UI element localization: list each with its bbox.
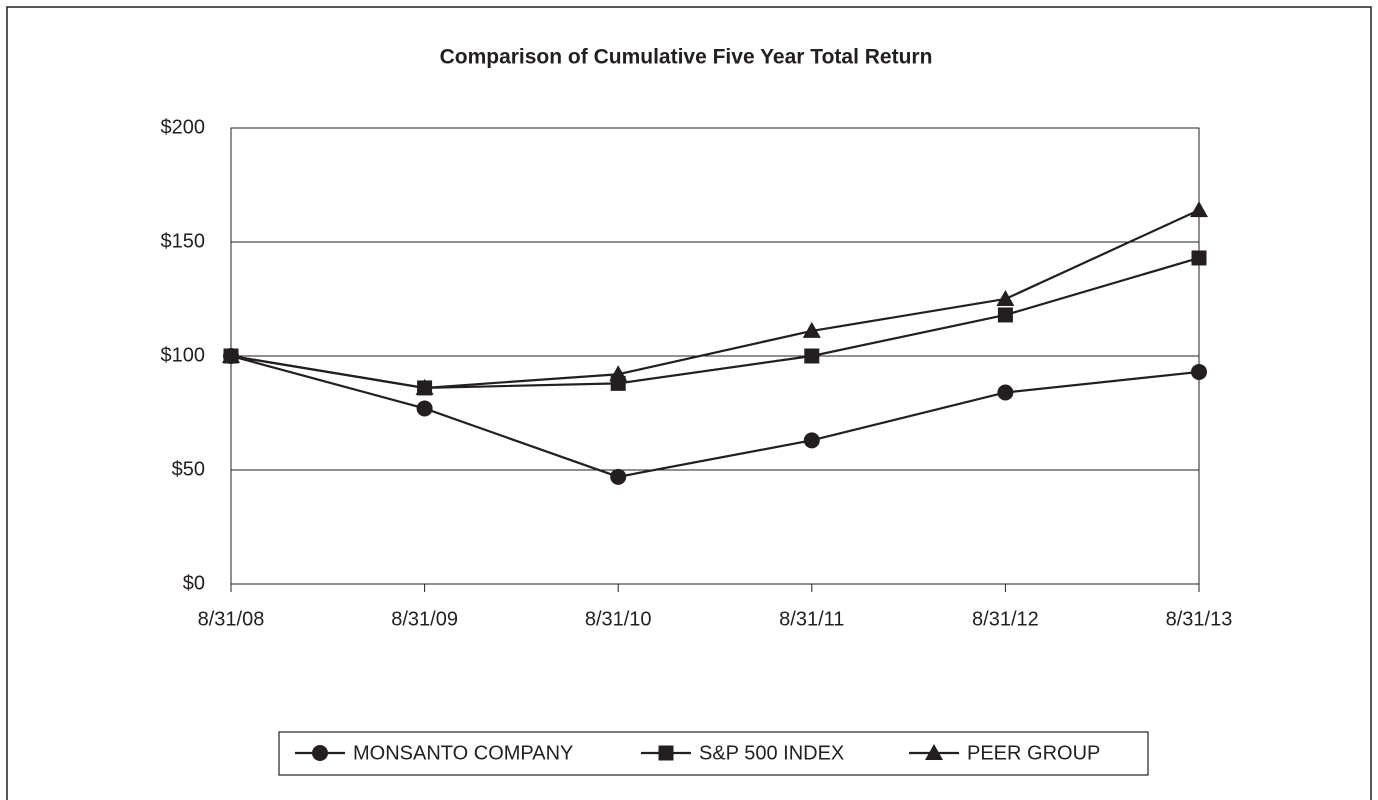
x-tick-label: 8/31/10 bbox=[585, 608, 652, 630]
series-line bbox=[230, 354, 1200, 478]
legend-marker bbox=[925, 744, 943, 760]
x-tick-label: 8/31/08 bbox=[198, 608, 265, 630]
x-tick-label: 8/31/12 bbox=[972, 608, 1039, 630]
y-tick-label: $50 bbox=[172, 458, 205, 480]
x-tick-label: 8/31/09 bbox=[391, 608, 458, 630]
legend-marker bbox=[658, 745, 674, 761]
data-point bbox=[996, 290, 1015, 306]
frame bbox=[6, 6, 1372, 800]
data-point bbox=[610, 468, 627, 485]
x-tick-label: 8/31/11 bbox=[779, 608, 844, 630]
legend-marker bbox=[312, 745, 328, 761]
data-point bbox=[804, 348, 820, 364]
legend-label: S&P 500 INDEX bbox=[699, 742, 844, 764]
y-tick-label: $100 bbox=[161, 344, 206, 366]
data-point bbox=[997, 307, 1013, 323]
y-tick-label: $150 bbox=[161, 230, 206, 252]
data-point bbox=[222, 347, 240, 363]
legend-label: PEER GROUP bbox=[967, 742, 1100, 764]
data-point bbox=[1190, 201, 1208, 218]
chart-title: Comparison of Cumulative Five Year Total… bbox=[440, 46, 933, 69]
legend-label: MONSANTO COMPANY bbox=[353, 742, 573, 764]
data-point bbox=[997, 384, 1014, 401]
y-tick-label: $200 bbox=[161, 116, 206, 138]
legend-box bbox=[278, 731, 1149, 776]
data-point bbox=[416, 400, 433, 417]
data-point bbox=[1191, 250, 1207, 266]
data-point bbox=[803, 432, 820, 449]
series-line bbox=[230, 209, 1200, 390]
data-point bbox=[609, 365, 628, 382]
data-point bbox=[1191, 363, 1207, 380]
data-point bbox=[802, 321, 821, 338]
data-point bbox=[415, 378, 434, 395]
y-tick-label: $0 bbox=[183, 572, 205, 594]
x-tick-label: 8/31/13 bbox=[1166, 608, 1233, 630]
